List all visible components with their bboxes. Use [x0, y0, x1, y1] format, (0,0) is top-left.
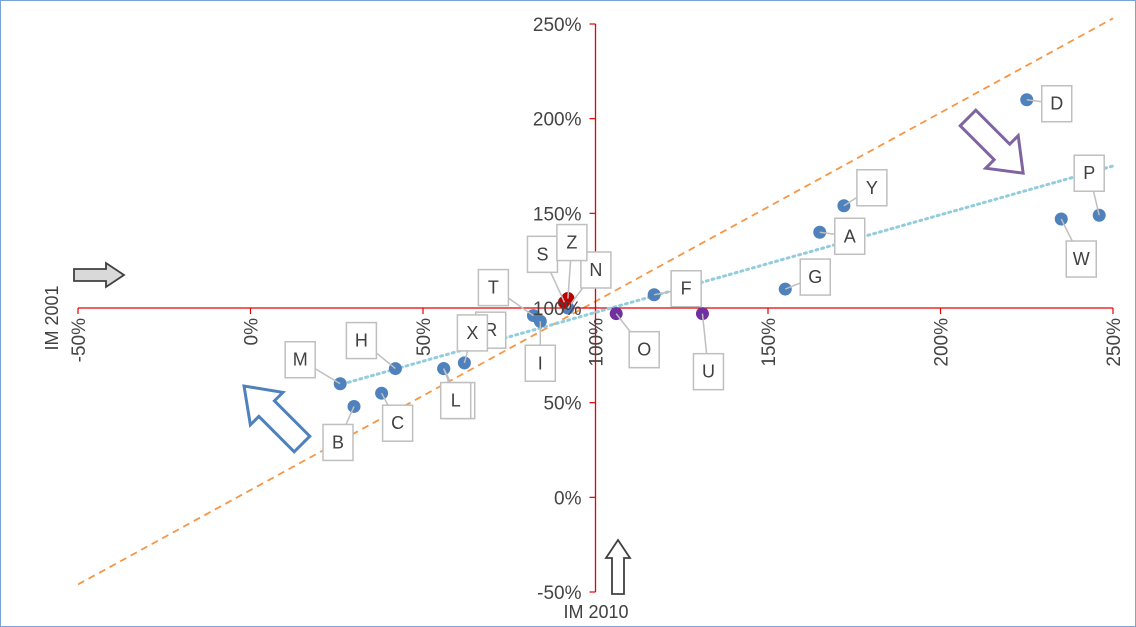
point-label-box [556, 223, 588, 262]
x-tick-label: 50% [414, 318, 435, 356]
point-label-box [477, 268, 510, 307]
y-tick-label: 100% [533, 299, 582, 320]
point-label-box [439, 381, 472, 420]
point-label: O [637, 340, 651, 360]
point-label-box [345, 321, 378, 360]
up-left-arrow-icon [242, 384, 312, 454]
y-tick-label: 0% [554, 488, 582, 509]
point-labels: ABCDEFGHILMNOPRSTUWXYZ [284, 84, 1105, 462]
x-tick-label: 0% [242, 318, 263, 346]
tick-labels: -50% 0% 50% 100% 150% 200% 250% -50% 0% 50% 100% 15… [69, 15, 1125, 604]
annotation-arrows [73, 108, 1025, 595]
y-tick-label: 150% [533, 204, 582, 225]
x-axis-title: IM 2010 [563, 602, 628, 622]
point-label-box [381, 404, 414, 442]
point-label: I [538, 353, 543, 373]
point-label: N [589, 260, 602, 280]
point-label-box [580, 251, 612, 289]
point-label: X [466, 323, 478, 343]
right-arrow-icon [73, 261, 126, 289]
point-label-box [284, 340, 316, 379]
point-label-box [834, 217, 866, 256]
point-label-box [1073, 154, 1105, 192]
y-tick-label: 200% [533, 110, 582, 131]
y-tick-label: 250% [533, 15, 582, 36]
y-tick-label: 50% [543, 394, 581, 415]
up-arrow-icon [604, 538, 632, 595]
point-label-box [628, 330, 660, 369]
point-label-box [322, 423, 354, 462]
point-label-box [692, 352, 725, 391]
point-label: F [681, 279, 692, 299]
axes [77, 23, 1114, 593]
point-label: T [488, 278, 499, 298]
point-label: C [391, 413, 404, 433]
x-tick-label: -50% [69, 318, 90, 362]
down-right-arrow-icon [958, 108, 1025, 175]
point-label-box [799, 258, 831, 296]
point-label-box [1065, 240, 1097, 278]
point-label-box [670, 269, 702, 308]
point-label: U [702, 362, 715, 382]
point-label: W [1073, 249, 1090, 269]
trend-dotted-line [335, 164, 1115, 388]
x-tick-label: 200% [932, 318, 953, 367]
point-label-box [456, 314, 489, 352]
x-tick-label: 100% [587, 318, 608, 367]
point-label: G [808, 267, 822, 287]
x-tick-label: 250% [1104, 318, 1125, 367]
point-label: A [844, 226, 856, 246]
point-label-box [1041, 84, 1073, 123]
point-label: S [536, 244, 548, 264]
point-label-box [526, 235, 559, 274]
trend-line [335, 164, 1115, 388]
point-label: P [1083, 163, 1095, 183]
point-label: M [293, 350, 308, 370]
point-label-box [856, 169, 888, 207]
point-label: D [1050, 94, 1063, 114]
point-label: B [332, 432, 344, 452]
point-label: Z [566, 233, 577, 253]
x-tick-label: 150% [759, 318, 780, 367]
y-tick-label: -50% [537, 583, 581, 604]
point-label: H [355, 331, 368, 351]
y-axis-title: IM 2001 [42, 285, 62, 350]
point-label: L [451, 391, 461, 411]
point-label-box [524, 344, 557, 383]
point-label: Y [866, 178, 878, 198]
